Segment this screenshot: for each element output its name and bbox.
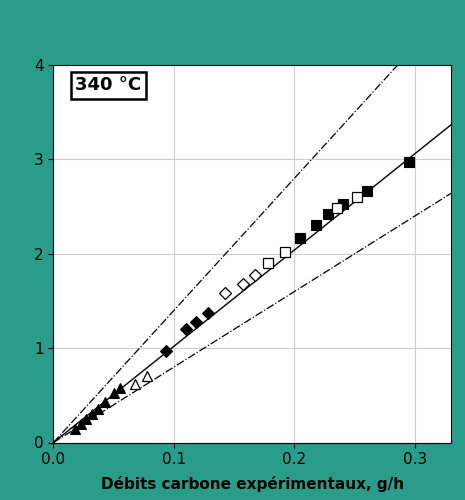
- X-axis label: Débits carbone expérimentaux, g/h: Débits carbone expérimentaux, g/h: [101, 476, 404, 492]
- Text: 340 °C: 340 °C: [75, 76, 141, 94]
